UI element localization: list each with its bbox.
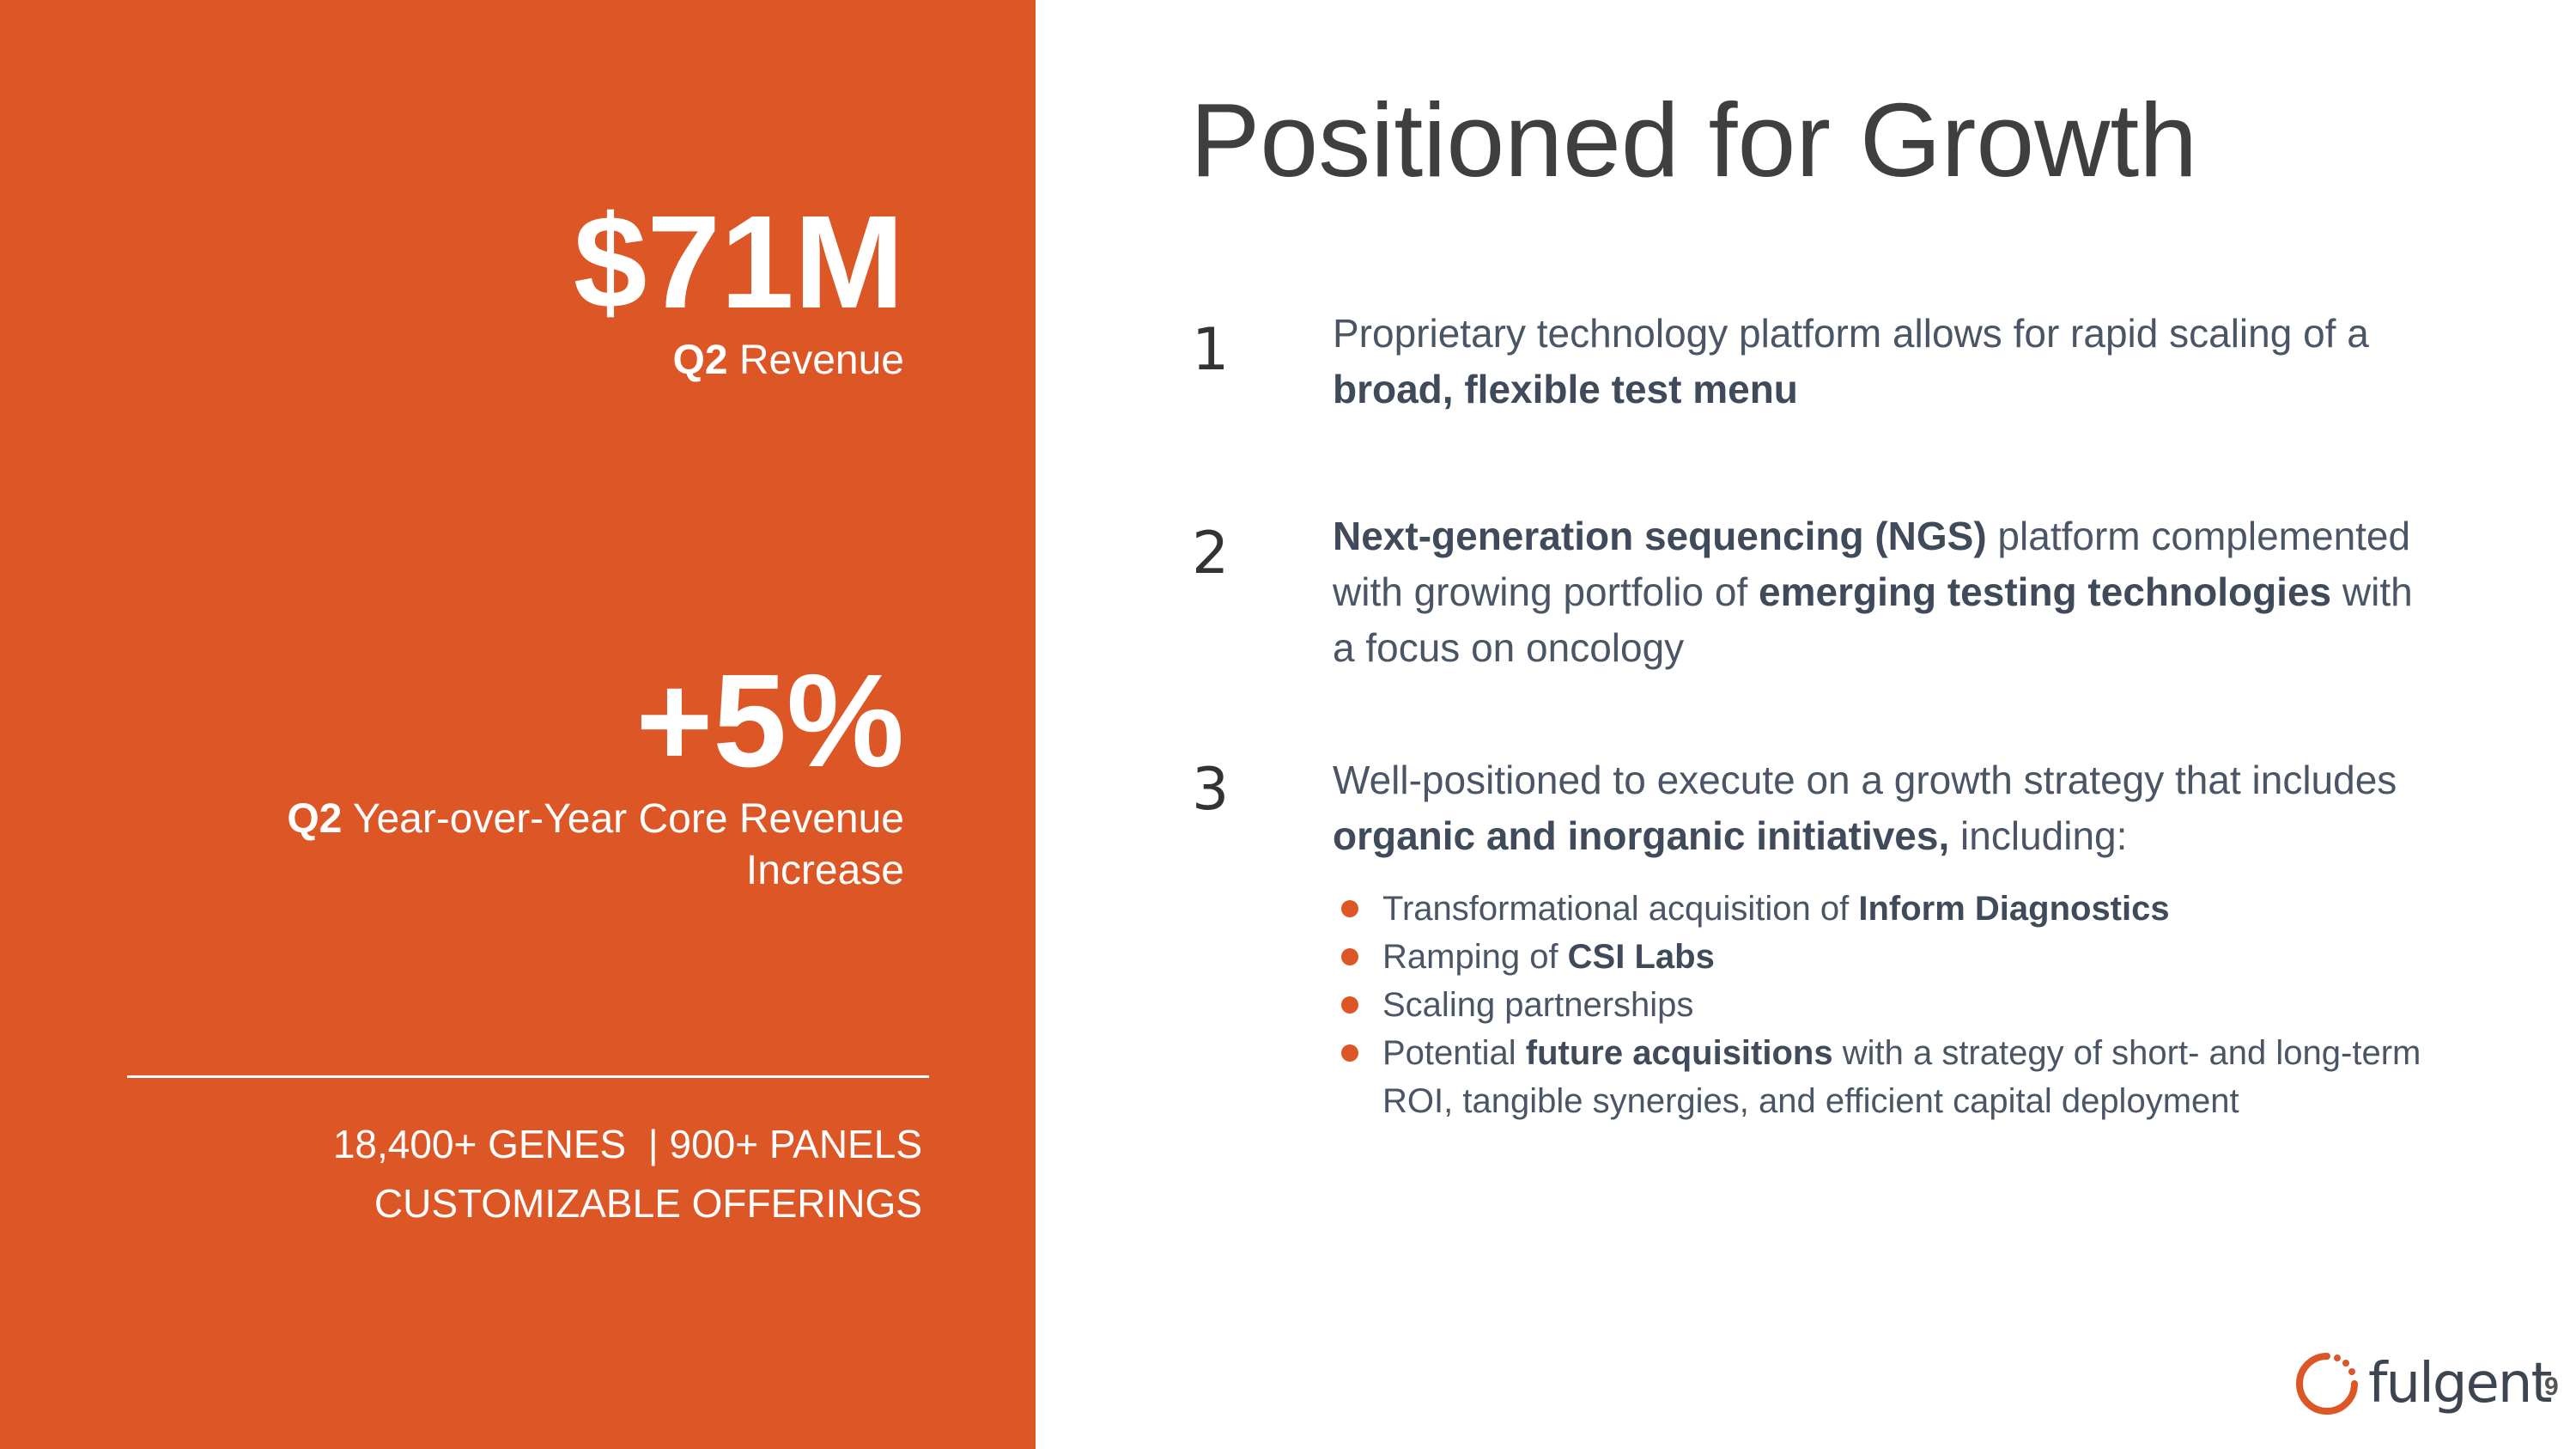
offerings-line-1: 18,400+ GENES | 900+ PANELS	[332, 1122, 922, 1166]
growth-label-text: Year-over-Year Core Revenue Increase	[342, 796, 904, 893]
bullet-1-text: Transformational acquisition of	[1382, 890, 1859, 928]
item-2-text-1: platform complemented with growing portf…	[1333, 514, 2411, 614]
revenue-value: $71M	[573, 188, 904, 336]
revenue-label-text: Revenue	[727, 338, 904, 383]
offerings-line-2: CUSTOMIZABLE OFFERINGS	[374, 1181, 922, 1226]
item-2-emphasis-2: emerging testing technologies	[1759, 569, 2332, 614]
bullet-3-text: Scaling partnerships	[1382, 986, 1694, 1024]
revenue-label-bold: Q2	[672, 338, 728, 383]
slide-title: Positioned for Growth	[1190, 82, 2198, 198]
list-item: Transformational acquisition of Inform D…	[1336, 885, 2452, 933]
item-number-3: 3	[1192, 756, 1230, 824]
bullet-2-text: Ramping of	[1382, 938, 1568, 976]
fulgent-logo: fulgent	[2293, 1345, 2553, 1422]
item-3-text-1: Well-positioned to execute on a growth s…	[1333, 758, 2397, 802]
revenue-stat: $71M Q2 Revenue	[574, 196, 904, 384]
growth-stat: +5% Q2 Year-over-Year Core Revenue Incre…	[131, 654, 904, 897]
item-3-text-2: including:	[1949, 813, 2128, 858]
panel-divider	[127, 1075, 929, 1078]
growth-label-bold: Q2	[287, 796, 343, 842]
item-3-emphasis: organic and inorganic initiatives,	[1333, 813, 1950, 858]
item-1-text: Proprietary technology platform allows f…	[1333, 311, 2369, 356]
item-1-emphasis: broad, flexible test menu	[1333, 367, 1798, 411]
item-2-emphasis-1: Next-generation sequencing (NGS)	[1333, 514, 1987, 558]
list-item: Ramping of CSI Labs	[1336, 933, 2452, 981]
revenue-label: Q2 Revenue	[574, 337, 904, 384]
growth-label: Q2 Year-over-Year Core Revenue Increase	[131, 794, 904, 897]
offerings-summary: 18,400+ GENES | 900+ PANELS CUSTOMIZABLE…	[333, 1115, 922, 1233]
fulgent-circle-logo-icon	[2296, 1353, 2358, 1415]
bullet-4-emphasis: future acquisitions	[1525, 1034, 1833, 1072]
item-number-1: 1	[1192, 316, 1230, 384]
item-text-2: Next-generation sequencing (NGS) platfor…	[1333, 508, 2440, 676]
item-number-2: 2	[1192, 520, 1230, 588]
page-number: 9	[2544, 1373, 2559, 1401]
bullet-4-text-1: Potential	[1382, 1034, 1526, 1072]
list-item: Potential future acquisitions with a str…	[1336, 1029, 2452, 1125]
item-text-3: Well-positioned to execute on a growth s…	[1333, 752, 2440, 864]
bullet-4-text-2: with a strategy of short- and long-term …	[1382, 1034, 2421, 1120]
bullet-2-emphasis: CSI Labs	[1567, 938, 1715, 976]
list-item: Scaling partnerships	[1336, 981, 2452, 1029]
growth-initiatives-list: Transformational acquisition of Inform D…	[1336, 885, 2452, 1125]
item-text-1: Proprietary technology platform allows f…	[1333, 306, 2440, 417]
growth-value: +5%	[635, 647, 904, 795]
left-stats-panel: $71M Q2 Revenue +5% Q2 Year-over-Year Co…	[0, 0, 1036, 1449]
bullet-1-emphasis: Inform Diagnostics	[1858, 890, 2170, 928]
item-2-text-2: with a focus on oncology	[1333, 569, 2413, 670]
logo-wordmark: fulgent	[2368, 1352, 2553, 1416]
